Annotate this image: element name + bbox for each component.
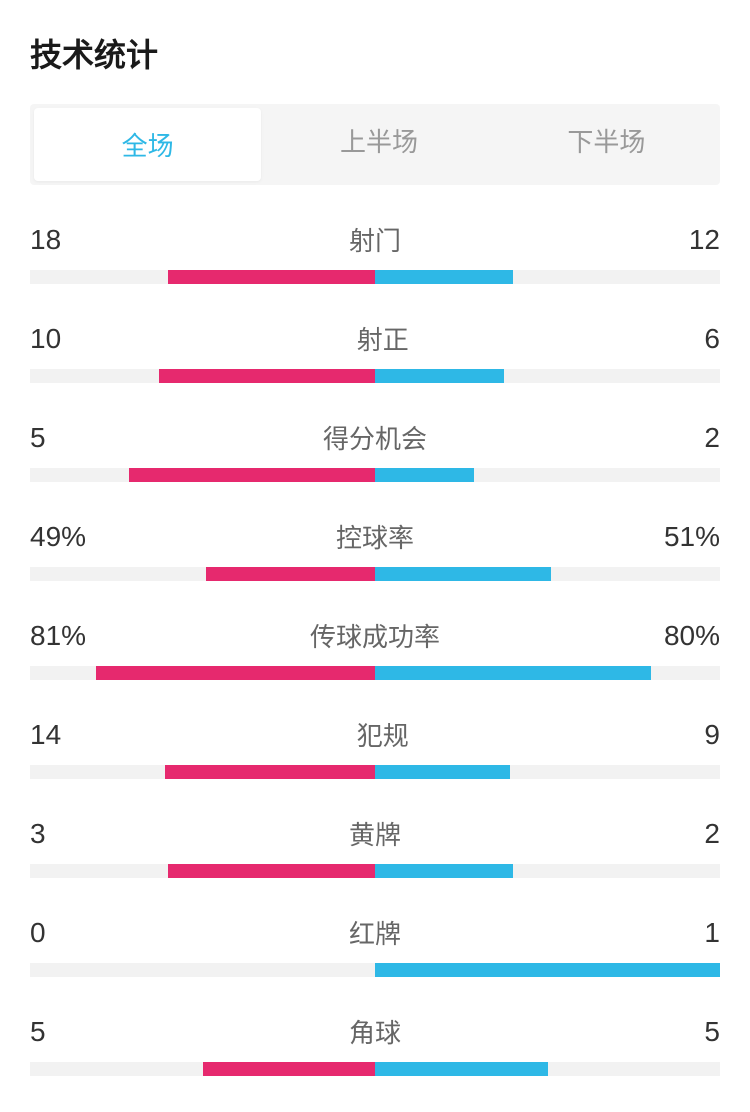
bar-fill-away [375, 765, 510, 779]
bar-fill-away [375, 864, 513, 878]
tab-second-half[interactable]: 下半场 [493, 104, 720, 185]
stat-header: 10 射正 6 [30, 320, 720, 357]
bar-fill-home [129, 468, 375, 482]
bar-fill-home [165, 765, 375, 779]
bar-fill-home [168, 864, 375, 878]
stat-header: 49% 控球率 51% [30, 518, 720, 555]
stat-row: 5 角球 5 [30, 1013, 720, 1076]
bar-left-track [30, 567, 375, 581]
bar-right-track [375, 1062, 720, 1076]
bar-right-track [375, 864, 720, 878]
stat-value-away: 9 [704, 719, 720, 751]
stat-bar [30, 1062, 720, 1076]
stat-value-away: 80% [664, 620, 720, 652]
bar-fill-away [375, 468, 474, 482]
stat-value-home: 5 [30, 1016, 46, 1048]
stat-row: 0 红牌 1 [30, 914, 720, 977]
stat-value-away: 2 [704, 818, 720, 850]
stat-row: 18 射门 12 [30, 221, 720, 284]
stat-header: 5 得分机会 2 [30, 419, 720, 456]
bar-left-track [30, 963, 375, 977]
stat-value-away: 5 [704, 1016, 720, 1048]
bar-right-track [375, 666, 720, 680]
stat-row: 10 射正 6 [30, 320, 720, 383]
bar-fill-home [96, 666, 375, 680]
stat-row: 49% 控球率 51% [30, 518, 720, 581]
page-title: 技术统计 [30, 30, 720, 76]
bar-left-track [30, 1062, 375, 1076]
bar-right-track [375, 567, 720, 581]
stat-value-home: 10 [30, 323, 61, 355]
tab-full[interactable]: 全场 [34, 108, 261, 181]
stat-header: 18 射门 12 [30, 221, 720, 258]
bar-right-track [375, 963, 720, 977]
stat-label: 黄牌 [349, 815, 401, 852]
stats-list: 18射门1210射正65得分机会249%控球率51%81%传球成功率80%14犯… [30, 221, 720, 1076]
stat-row: 14 犯规 9 [30, 716, 720, 779]
stat-label: 射门 [349, 221, 401, 258]
bar-right-track [375, 369, 720, 383]
bar-left-track [30, 468, 375, 482]
bar-left-track [30, 369, 375, 383]
stat-row: 5 得分机会 2 [30, 419, 720, 482]
stat-value-home: 18 [30, 224, 61, 256]
bar-fill-home [159, 369, 375, 383]
stat-bar [30, 270, 720, 284]
tab-first-half[interactable]: 上半场 [265, 104, 492, 185]
stat-value-home: 3 [30, 818, 46, 850]
bar-left-track [30, 270, 375, 284]
stat-header: 3 黄牌 2 [30, 815, 720, 852]
stat-bar [30, 666, 720, 680]
stat-value-home: 5 [30, 422, 46, 454]
stat-value-home: 14 [30, 719, 61, 751]
bar-left-track [30, 864, 375, 878]
stat-label: 角球 [349, 1013, 401, 1050]
stat-value-home: 49% [30, 521, 86, 553]
stat-bar [30, 468, 720, 482]
bar-fill-away [375, 567, 551, 581]
bar-fill-away [375, 270, 513, 284]
stat-row: 3 黄牌 2 [30, 815, 720, 878]
stat-value-away: 6 [704, 323, 720, 355]
stat-bar [30, 765, 720, 779]
bar-right-track [375, 270, 720, 284]
bar-fill-away [375, 963, 720, 977]
stat-bar [30, 864, 720, 878]
stat-bar [30, 567, 720, 581]
stat-label: 传球成功率 [310, 617, 440, 654]
stat-value-home: 0 [30, 917, 46, 949]
stat-bar [30, 963, 720, 977]
stat-header: 5 角球 5 [30, 1013, 720, 1050]
bar-right-track [375, 765, 720, 779]
stat-header: 0 红牌 1 [30, 914, 720, 951]
stat-label: 得分机会 [323, 419, 427, 456]
stat-value-away: 12 [689, 224, 720, 256]
tabs-container: 全场 上半场 下半场 [30, 104, 720, 185]
bar-right-track [375, 468, 720, 482]
stat-bar [30, 369, 720, 383]
bar-left-track [30, 765, 375, 779]
bar-left-track [30, 666, 375, 680]
bar-fill-away [375, 1062, 548, 1076]
stat-value-away: 51% [664, 521, 720, 553]
stat-label: 红牌 [349, 914, 401, 951]
bar-fill-home [203, 1062, 376, 1076]
bar-fill-home [168, 270, 375, 284]
stat-label: 犯规 [357, 716, 409, 753]
stat-label: 控球率 [336, 518, 414, 555]
bar-fill-away [375, 666, 651, 680]
stat-header: 81% 传球成功率 80% [30, 617, 720, 654]
stat-label: 射正 [357, 320, 409, 357]
bar-fill-away [375, 369, 504, 383]
stat-header: 14 犯规 9 [30, 716, 720, 753]
stat-value-home: 81% [30, 620, 86, 652]
stat-value-away: 2 [704, 422, 720, 454]
stat-value-away: 1 [704, 917, 720, 949]
bar-fill-home [206, 567, 375, 581]
stat-row: 81% 传球成功率 80% [30, 617, 720, 680]
